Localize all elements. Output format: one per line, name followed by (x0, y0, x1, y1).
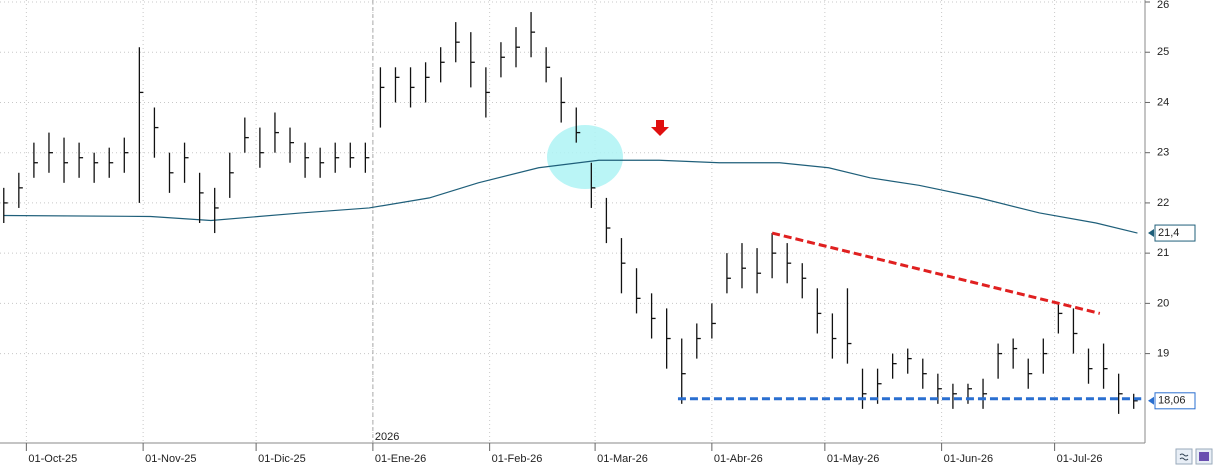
x-tick-label: 01-May-26 (827, 453, 880, 465)
x-tick-label: 01-Oct-25 (28, 453, 77, 465)
y-tick-label: 22 (1157, 197, 1169, 209)
y-tick-label: 23 (1157, 147, 1169, 159)
y-tick-label: 26 (1157, 0, 1169, 11)
trend-line (771, 231, 1101, 315)
last-price-box (1154, 392, 1196, 410)
toolbar-button[interactable] (1175, 448, 1193, 465)
x-tick-label: 01-Abr-26 (714, 453, 763, 465)
last-price-pointer (1148, 229, 1154, 238)
x-tick-label: 01-Jun-26 (944, 453, 994, 465)
toolbar-icon (1199, 452, 1209, 461)
y-tick-label: 21 (1157, 247, 1169, 259)
x-tick-label: 01-Dic-25 (258, 453, 306, 465)
down-arrow (651, 120, 669, 136)
toolbar-icon (1179, 453, 1189, 461)
toolbar (1175, 448, 1213, 465)
year-label: 2026 (375, 431, 399, 443)
y-tick-label: 25 (1157, 46, 1169, 58)
x-tick-label: 01-Nov-25 (145, 453, 196, 465)
last-price-pointer (1148, 396, 1154, 405)
moving-average (3, 159, 1138, 234)
x-tick-label: 01-Mar-26 (597, 453, 648, 465)
x-tick-label: 01-Ene-26 (375, 453, 426, 465)
y-tick-label: 19 (1157, 348, 1169, 360)
highlight-ellipse (547, 125, 623, 189)
last-price-label: 21,4 (1158, 227, 1179, 239)
y-tick-label: 20 (1157, 297, 1169, 309)
last-price-box (1154, 224, 1196, 242)
x-tick-label: 01-Feb-26 (492, 453, 543, 465)
y-tick-label: 24 (1157, 96, 1169, 108)
last-price-label: 18,06 (1158, 395, 1186, 407)
x-tick-label: 01-Jul-26 (1057, 453, 1103, 465)
